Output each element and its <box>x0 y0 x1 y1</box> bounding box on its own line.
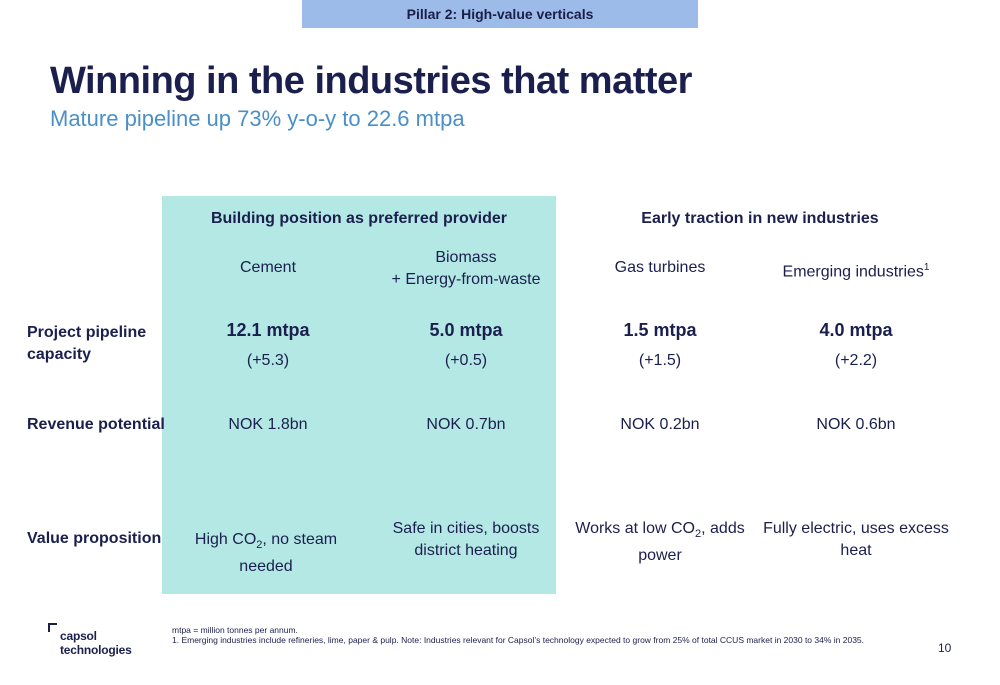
page-number: 10 <box>938 641 952 655</box>
logo-line1: capsol <box>60 629 97 643</box>
pipeline-gas-delta: (+1.5) <box>638 352 682 369</box>
column-header-emerging-label: Emerging industries <box>782 263 924 281</box>
logo-text: capsol technologies <box>60 629 132 657</box>
value-gas-sub: 2 <box>695 528 702 541</box>
pipeline-cement-delta: (+5.3) <box>246 352 290 369</box>
value-gas: Works at low CO2, adds power <box>562 518 758 567</box>
footnote-marker: 1 <box>923 262 930 273</box>
row-label-pipeline-line2: capacity <box>27 346 92 363</box>
value-emerging-line1: Fully electric, uses excess <box>763 520 949 537</box>
footnote-mtpa: mtpa = million tonnes per annum. <box>172 625 298 635</box>
row-label-pipeline: Project pipeline capacity <box>27 322 146 366</box>
value-cement-pre: High CO <box>194 531 257 548</box>
page-title: Winning in the industries that matter <box>50 60 692 102</box>
preferred-provider-highlight <box>162 196 556 594</box>
value-cement-sub: 2 <box>256 539 263 552</box>
pipeline-biomass-delta: (+0.5) <box>444 352 488 369</box>
value-gas-post: , adds <box>701 520 745 537</box>
column-header-biomass-line1: Biomass <box>435 249 497 266</box>
column-header-gas-turbines: Gas turbines <box>614 259 706 276</box>
column-header-biomass: Biomass + Energy-from-waste <box>366 247 566 291</box>
footnote-emerging: 1. Emerging industries include refinerie… <box>172 635 865 645</box>
value-gas-line2: power <box>638 547 682 565</box>
value-cement: High CO2, no steam needed <box>166 529 366 578</box>
logo-line2: technologies <box>60 643 132 657</box>
value-cement-post: , no steam needed <box>239 531 338 576</box>
value-emerging: Fully electric, uses excess heat <box>758 518 954 562</box>
column-header-biomass-line2: + Energy-from-waste <box>391 271 541 288</box>
column-header-emerging: Emerging industries1 <box>758 257 954 283</box>
pipeline-cement: 12.1 mtpa <box>226 320 310 340</box>
column-header-cement: Cement <box>239 259 297 276</box>
page-subtitle: Mature pipeline up 73% y-o-y to 22.6 mtp… <box>50 106 465 131</box>
value-gas-line1: Works at low CO2, adds <box>562 518 758 545</box>
revenue-gas: NOK 0.2bn <box>620 416 700 433</box>
value-biomass-line2: district heating <box>414 542 518 559</box>
capsol-logo: capsol technologies <box>48 623 138 659</box>
group-header-early-traction: Early traction in new industries <box>641 210 879 227</box>
pipeline-emerging-delta: (+2.2) <box>834 352 878 369</box>
footnotes: mtpa = million tonnes per annum. 1. Emer… <box>172 625 864 645</box>
logo-corner-icon <box>48 623 57 632</box>
revenue-cement: NOK 1.8bn <box>228 416 308 433</box>
revenue-biomass: NOK 0.7bn <box>426 416 506 433</box>
value-biomass: Safe in cities, boosts district heating <box>366 518 566 562</box>
value-gas-pre: Works at low CO <box>575 520 695 537</box>
revenue-emerging: NOK 0.6bn <box>816 416 896 433</box>
pipeline-biomass: 5.0 mtpa <box>429 320 503 340</box>
value-biomass-line1: Safe in cities, boosts <box>392 520 540 537</box>
row-label-revenue: Revenue potential <box>27 416 165 433</box>
pipeline-emerging: 4.0 mtpa <box>819 320 893 340</box>
value-emerging-line2: heat <box>840 542 872 559</box>
group-header-preferred-provider: Building position as preferred provider <box>210 210 508 227</box>
row-label-pipeline-line1: Project pipeline <box>27 324 147 341</box>
row-label-value: Value proposition <box>27 530 162 547</box>
pillar-tag: Pillar 2: High-value verticals <box>302 0 698 28</box>
pipeline-gas: 1.5 mtpa <box>623 320 697 340</box>
